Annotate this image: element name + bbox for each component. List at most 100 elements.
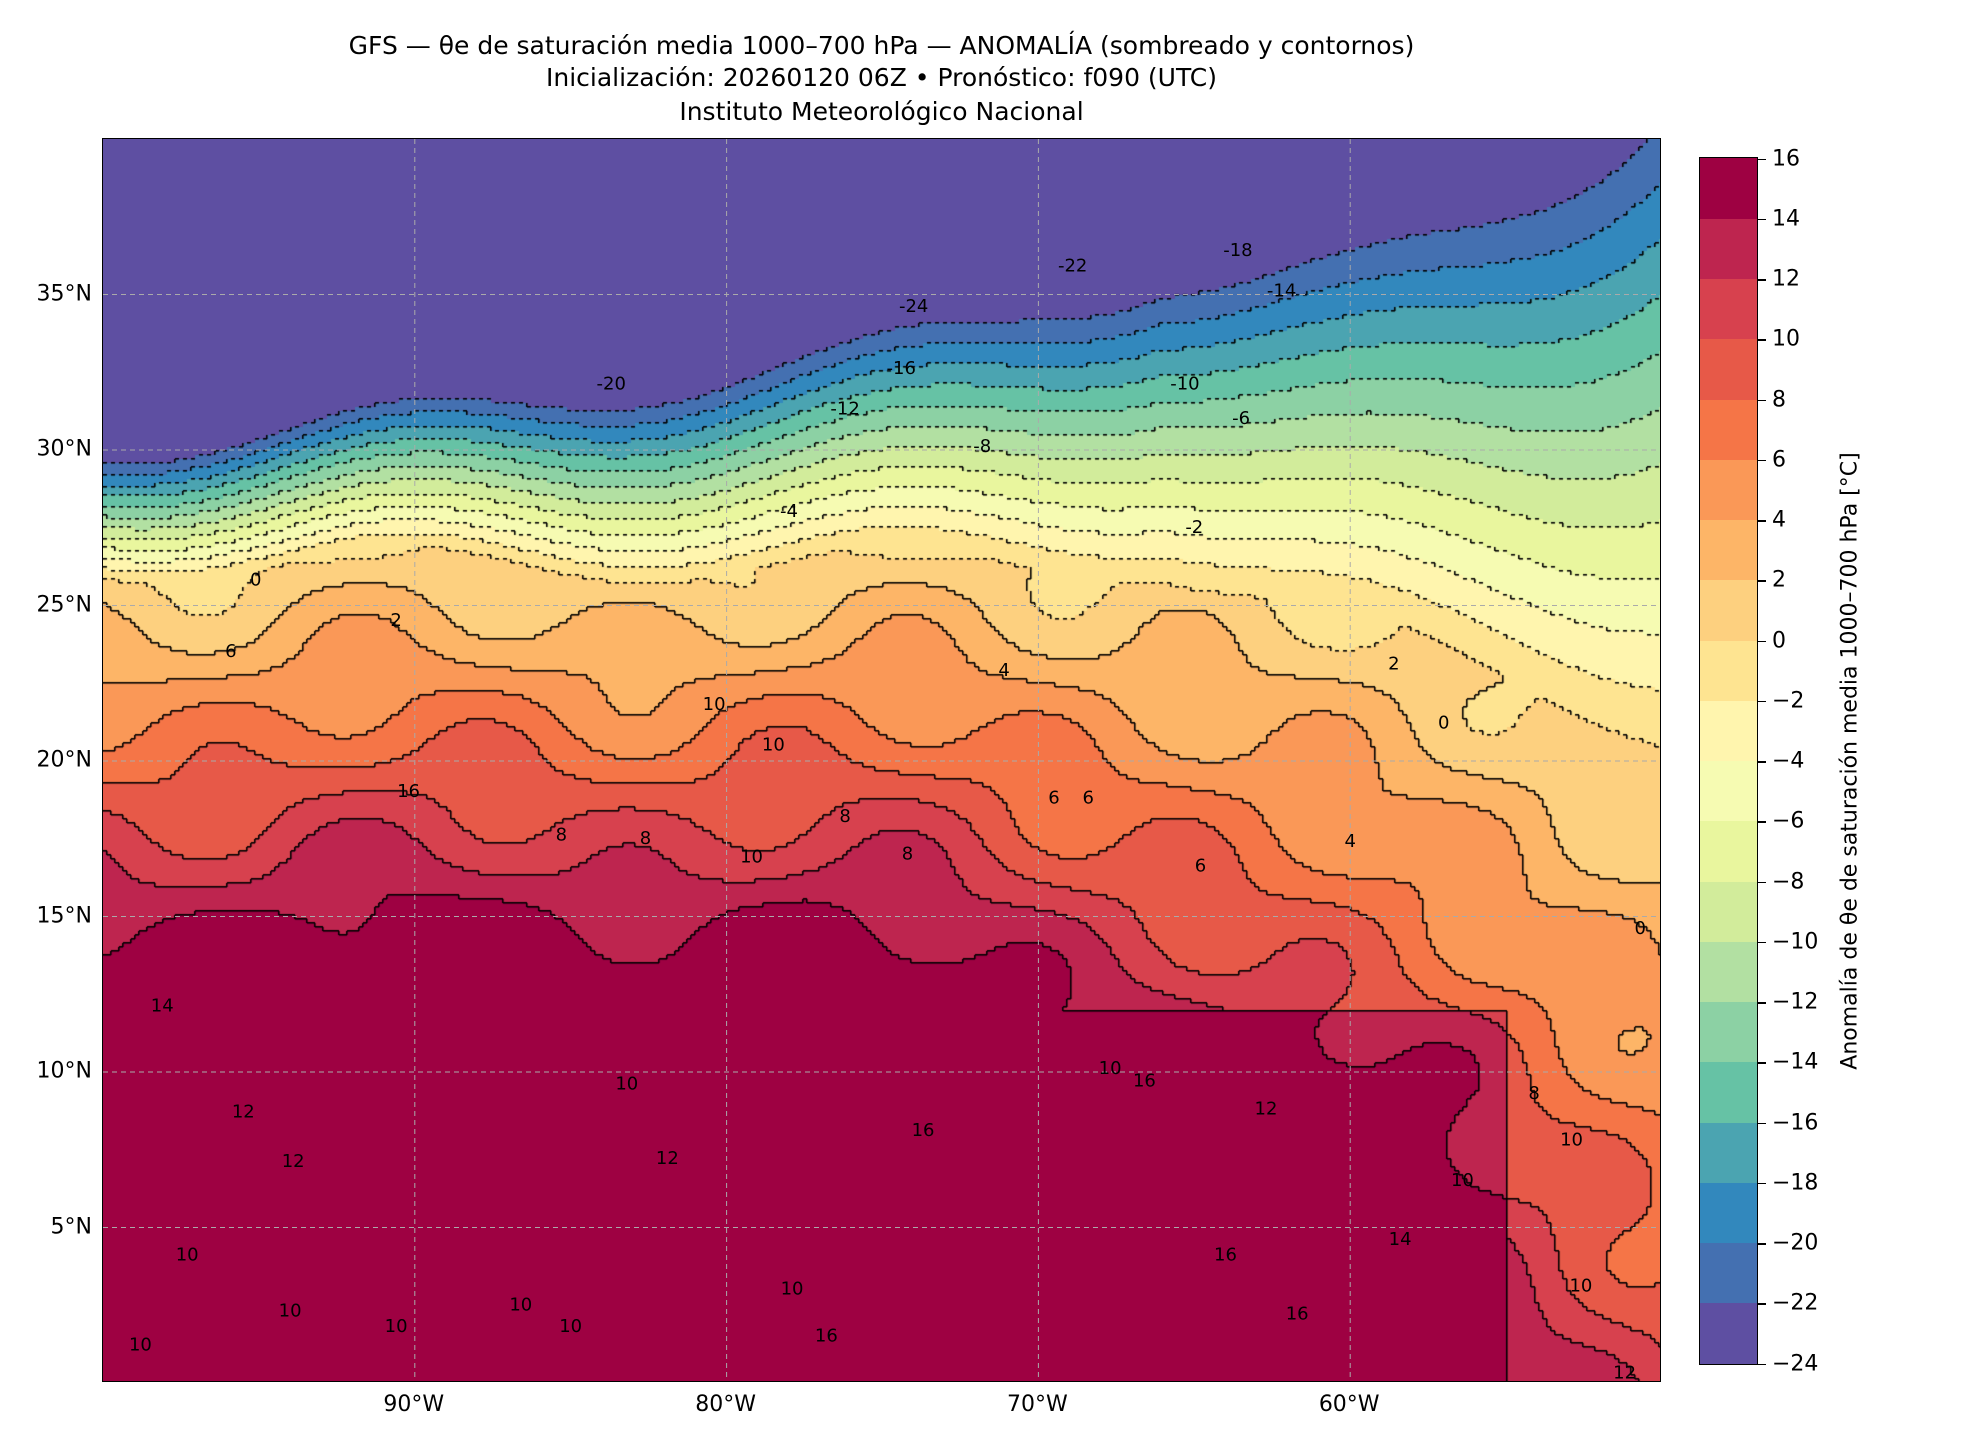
colorbar-tick <box>1758 700 1766 703</box>
contour-label: -16 <box>887 358 916 379</box>
colorbar-tick <box>1758 1363 1766 1365</box>
y-tick-label: 35°N <box>36 281 92 306</box>
chart-subtitle: Inicialización: 20260120 06Z • Pronóstic… <box>546 63 1217 92</box>
contour-label: 10 <box>559 1316 582 1337</box>
contour-label: 16 <box>397 781 420 802</box>
colorbar-tick <box>1758 459 1766 462</box>
contour-label: 10 <box>279 1300 302 1321</box>
colorbar-segment <box>1700 1302 1757 1364</box>
contour-label: -2 <box>1185 517 1203 538</box>
colorbar-tick <box>1758 881 1766 883</box>
colorbar-tick-label: −14 <box>1772 1049 1819 1075</box>
chart-institution: Instituto Meteorológico Nacional <box>679 97 1084 126</box>
colorbar-tick <box>1758 1182 1766 1185</box>
colorbar-tick <box>1758 158 1766 160</box>
contour-label: 2 <box>1388 654 1399 675</box>
contour-label: 6 <box>1048 787 1059 808</box>
contour-label: -10 <box>1170 374 1199 395</box>
x-tick-label: 90°W <box>383 1392 445 1417</box>
colorbar-segment <box>1700 1061 1757 1123</box>
colorbar-tick-label: −18 <box>1772 1170 1819 1196</box>
y-tick-label: 20°N <box>36 747 92 773</box>
y-tick-label: 25°N <box>36 592 92 617</box>
contour-label: 8 <box>556 825 567 846</box>
contour-label: 0 <box>1634 918 1645 939</box>
contour-label: 2 <box>390 610 401 631</box>
contour-label: 10 <box>129 1335 152 1356</box>
colorbar-tick <box>1758 580 1766 582</box>
contour-label: 10 <box>762 734 785 755</box>
colorbar-tick <box>1758 279 1766 281</box>
contour-label: 14 <box>1389 1229 1412 1250</box>
contour-label: 8 <box>902 843 913 864</box>
colorbar-tick-label: 12 <box>1772 266 1800 292</box>
contour-label: 10 <box>740 846 763 867</box>
contour-label: 4 <box>1344 831 1355 852</box>
colorbar-segment <box>1700 278 1757 340</box>
colorbar-segment <box>1700 640 1757 701</box>
colorbar-label: Anomalía de θe de saturación media 1000–… <box>1837 452 1863 1070</box>
colorbar-tick <box>1758 941 1766 944</box>
colorbar-tick <box>1758 520 1766 522</box>
colorbar-segment <box>1700 1001 1757 1063</box>
map-plot-area: -24 -22 -18 -14 -20 -16 -12 -10 -8 -6 -4 -2 0 2 6 4 2 0 10… <box>102 138 1661 1382</box>
colorbar-segment <box>1700 881 1757 942</box>
colorbar-tick-label: −10 <box>1772 929 1819 955</box>
y-tick-label: 10°N <box>36 1058 92 1084</box>
colorbar-segment <box>1700 579 1757 641</box>
contour-label: 10 <box>1569 1276 1592 1297</box>
contour-label: 14 <box>151 996 174 1017</box>
contour-label: -22 <box>1058 256 1087 277</box>
contour-label: -8 <box>973 436 991 457</box>
colorbar-tick-label: 0 <box>1772 628 1786 653</box>
contour-label: 16 <box>1286 1304 1309 1325</box>
contour-label: 8 <box>1528 1083 1539 1104</box>
colorbar-segment <box>1700 459 1757 520</box>
colorbar-tick-label: −16 <box>1772 1110 1819 1135</box>
contour-label: 12 <box>1255 1098 1278 1119</box>
x-tick-label: 60°W <box>1318 1392 1380 1417</box>
contour-label: 0 <box>250 570 261 591</box>
colorbar-segment <box>1700 760 1757 822</box>
y-tick-label: 30°N <box>36 436 92 462</box>
colorbar-tick <box>1758 1303 1766 1305</box>
colorbar-segment <box>1700 519 1757 581</box>
contour-label: 12 <box>656 1148 679 1169</box>
colorbar-tick-label: 2 <box>1772 567 1786 593</box>
contour-label: 10 <box>1560 1129 1583 1150</box>
colorbar-tick-label: −2 <box>1772 688 1805 714</box>
contour-label: 12 <box>232 1101 255 1122</box>
contour-label: 6 <box>1083 787 1094 808</box>
colorbar-tick-label: 16 <box>1772 146 1800 171</box>
contour-label: 12 <box>1613 1363 1636 1382</box>
contour-label: -18 <box>1223 240 1252 261</box>
colorbar-tick <box>1758 761 1766 763</box>
colorbar-tick-label: 6 <box>1772 447 1786 473</box>
contour-label: 6 <box>225 641 236 662</box>
colorbar-tick <box>1758 640 1766 642</box>
y-tick-label: 15°N <box>36 903 92 928</box>
contour-label: -6 <box>1232 408 1250 429</box>
colorbar-tick-label: −4 <box>1772 748 1805 774</box>
contour-label: 8 <box>839 806 850 827</box>
contour-label: -24 <box>899 296 928 317</box>
colorbar-tick-label: 8 <box>1772 387 1786 412</box>
colorbar-tick-label: −12 <box>1772 989 1819 1015</box>
colorbar-segment <box>1700 1242 1757 1304</box>
colorbar-segment <box>1700 158 1757 219</box>
colorbar-tick-label: −24 <box>1772 1351 1819 1376</box>
colorbar-segment <box>1700 218 1757 279</box>
contour-label: 4 <box>998 660 1009 681</box>
contour-label: 0 <box>1438 713 1449 734</box>
colorbar-segment <box>1700 338 1757 400</box>
colorbar-tick <box>1758 1062 1766 1064</box>
colorbar-segment <box>1700 399 1757 460</box>
colorbar-tick <box>1758 821 1766 823</box>
colorbar-segment <box>1700 941 1757 1002</box>
colorbar-tick-label: 14 <box>1772 206 1800 232</box>
contour-label: -4 <box>780 501 798 522</box>
contour-label: 10 <box>615 1073 638 1094</box>
contour-label: 6 <box>1195 856 1206 877</box>
contour-label: 10 <box>509 1294 532 1315</box>
